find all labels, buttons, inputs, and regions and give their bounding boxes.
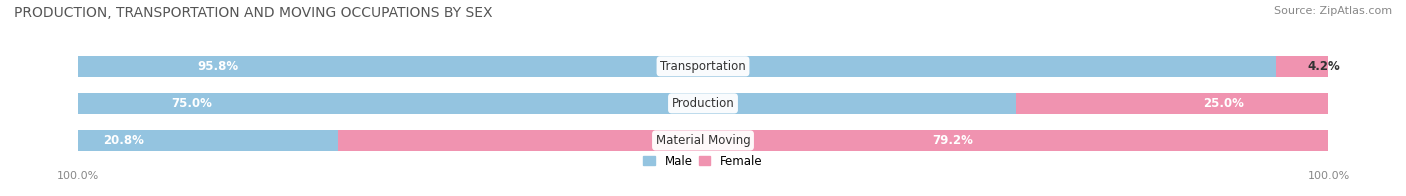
Text: 75.0%: 75.0% bbox=[172, 97, 212, 110]
Text: 4.2%: 4.2% bbox=[1308, 60, 1340, 73]
Text: 20.8%: 20.8% bbox=[104, 134, 145, 147]
Text: 95.8%: 95.8% bbox=[197, 60, 239, 73]
Bar bbox=[1015, 93, 1329, 113]
Bar bbox=[77, 93, 1015, 113]
Text: Source: ZipAtlas.com: Source: ZipAtlas.com bbox=[1274, 6, 1392, 16]
Bar bbox=[77, 56, 1275, 76]
Text: 25.0%: 25.0% bbox=[1204, 97, 1244, 110]
Bar bbox=[77, 130, 337, 151]
Bar bbox=[77, 93, 1329, 113]
Text: Transportation: Transportation bbox=[661, 60, 745, 73]
Bar bbox=[77, 56, 1329, 76]
Text: Production: Production bbox=[672, 97, 734, 110]
Text: 79.2%: 79.2% bbox=[932, 134, 973, 147]
Bar bbox=[337, 130, 1329, 151]
Bar bbox=[1275, 56, 1329, 76]
Legend: Male, Female: Male, Female bbox=[638, 150, 768, 173]
Text: PRODUCTION, TRANSPORTATION AND MOVING OCCUPATIONS BY SEX: PRODUCTION, TRANSPORTATION AND MOVING OC… bbox=[14, 6, 492, 20]
Bar bbox=[77, 130, 1329, 151]
Text: Material Moving: Material Moving bbox=[655, 134, 751, 147]
